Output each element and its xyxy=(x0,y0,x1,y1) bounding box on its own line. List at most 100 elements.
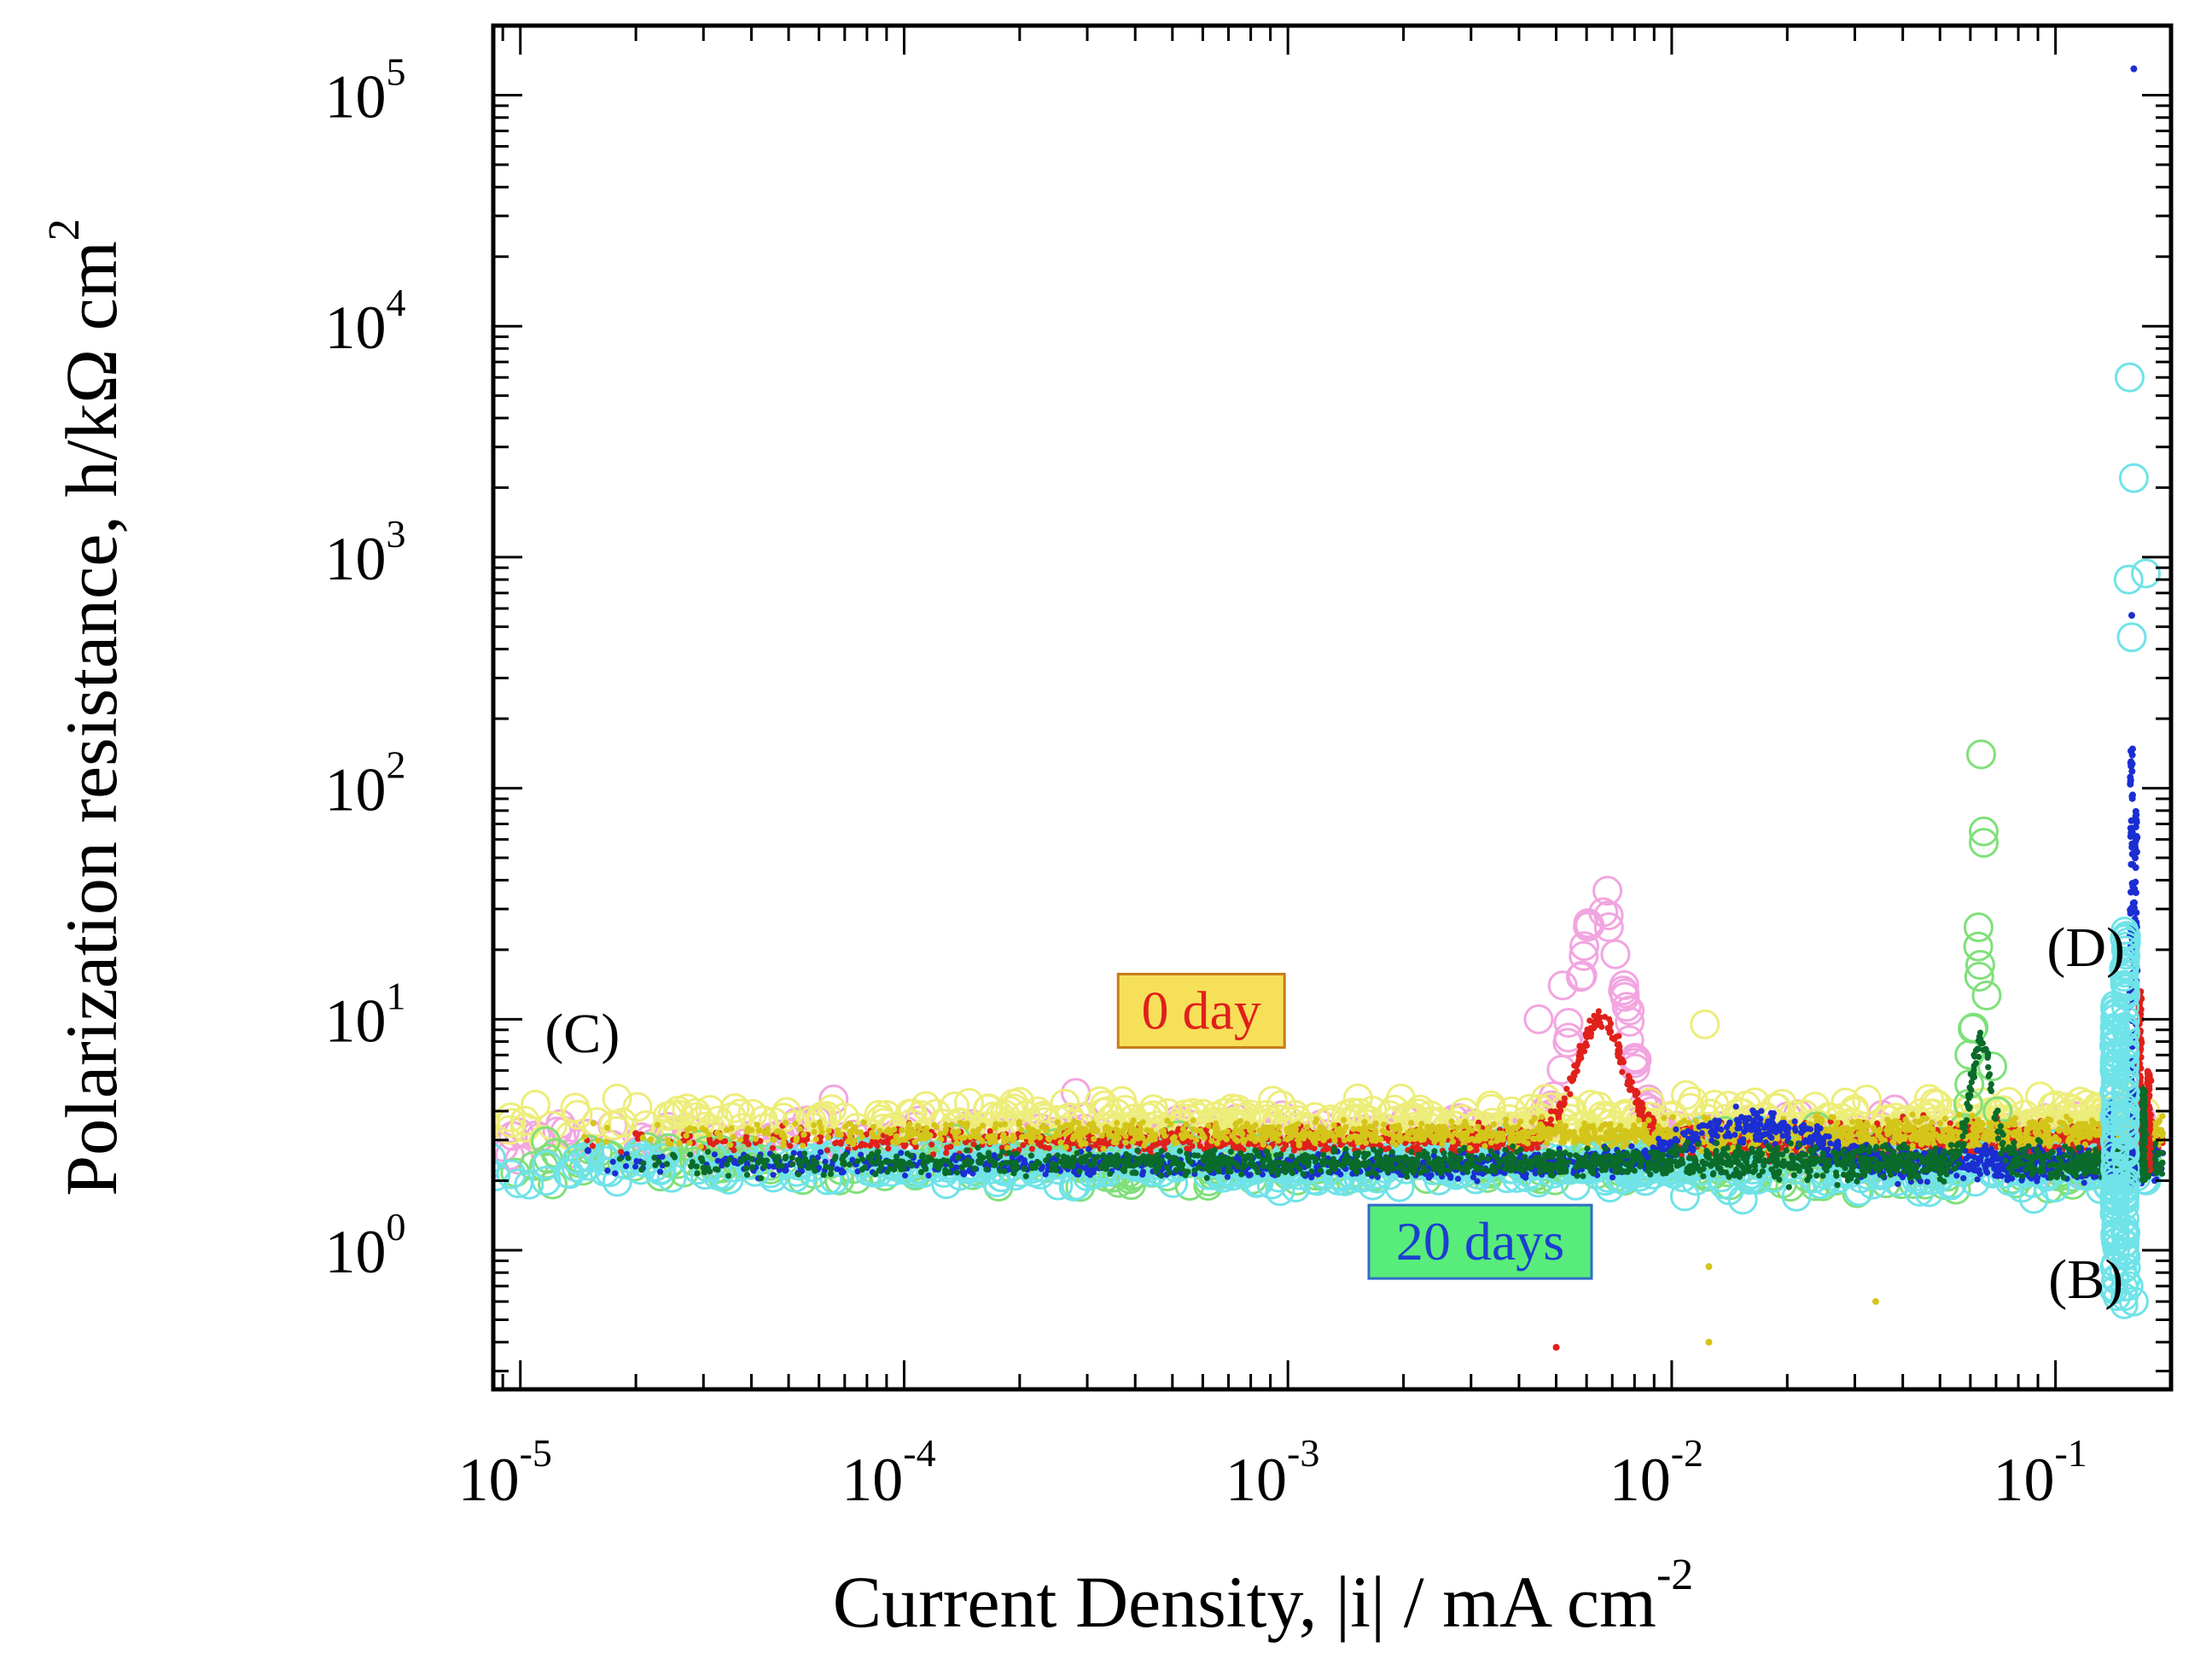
data-point xyxy=(867,1142,874,1149)
data-point xyxy=(1913,1084,1944,1115)
data-point xyxy=(752,1135,759,1143)
data-point xyxy=(998,1088,1029,1119)
data-point xyxy=(1569,940,1599,971)
data-point xyxy=(1120,1126,1127,1133)
data-point xyxy=(800,1143,806,1150)
data-point xyxy=(1954,1039,1985,1070)
data-point xyxy=(1205,1122,1212,1129)
data-point xyxy=(1575,1057,1582,1063)
data-point xyxy=(1196,1143,1203,1150)
data-point xyxy=(743,1138,750,1145)
data-point xyxy=(1342,1124,1349,1131)
data-point xyxy=(974,1093,1004,1124)
data-point xyxy=(1611,992,1642,1022)
data-point xyxy=(1350,1126,1357,1132)
data-point xyxy=(1538,1114,1545,1121)
data-point xyxy=(1919,1087,1950,1118)
data-point xyxy=(774,1128,781,1135)
data-point xyxy=(989,1099,1020,1130)
data-point xyxy=(952,1132,959,1138)
data-point xyxy=(581,1133,588,1140)
data-point xyxy=(1304,1123,1311,1131)
data-point xyxy=(2068,1127,2075,1134)
data-point xyxy=(943,1150,950,1156)
data-point xyxy=(1257,1086,1288,1116)
data-point xyxy=(967,1133,974,1140)
data-point xyxy=(686,1139,693,1146)
data-point xyxy=(1619,1068,1626,1075)
data-point xyxy=(1275,1123,1283,1131)
data-point xyxy=(602,1138,610,1145)
data-point xyxy=(493,1143,506,1173)
data-point xyxy=(1968,828,1999,859)
data-point xyxy=(1528,1118,1535,1126)
data-point xyxy=(1574,1062,1580,1069)
data-point xyxy=(812,1136,819,1143)
data-point xyxy=(1004,1144,1011,1151)
data-point xyxy=(2055,1126,2062,1133)
data-point xyxy=(728,1125,735,1132)
data-point xyxy=(1635,1117,1642,1124)
data-point xyxy=(824,1147,830,1154)
data-point xyxy=(496,1159,527,1190)
data-point xyxy=(829,1102,859,1132)
data-point xyxy=(771,1137,777,1144)
data-point xyxy=(1041,1144,1049,1151)
data-point xyxy=(2131,558,2162,589)
data-point xyxy=(1971,981,2002,1011)
data-point xyxy=(1100,1145,1107,1152)
data-point xyxy=(1781,1181,1812,1212)
data-point xyxy=(948,1121,955,1128)
data-point xyxy=(1600,939,1631,969)
data-point xyxy=(953,1139,960,1146)
data-point xyxy=(622,1091,653,1122)
data-point xyxy=(1678,1120,1685,1126)
data-point xyxy=(562,1144,592,1175)
data-point xyxy=(1569,931,1600,962)
data-point xyxy=(1964,961,1994,992)
data-point xyxy=(1311,1145,1318,1152)
data-point xyxy=(1487,1139,1494,1146)
data-point xyxy=(1569,1078,1575,1085)
data-point xyxy=(1608,1028,1615,1035)
data-point xyxy=(2017,1138,2024,1145)
data-point xyxy=(1963,912,1994,943)
data-point xyxy=(699,1125,706,1132)
data-point xyxy=(944,1144,951,1151)
data-point xyxy=(1609,969,1639,1000)
data-point xyxy=(1114,1120,1121,1126)
data-point xyxy=(1018,1126,1025,1133)
data-point xyxy=(1336,1126,1343,1132)
data-point xyxy=(793,1137,800,1144)
data-point xyxy=(1650,1122,1656,1129)
data-point xyxy=(1466,1144,1473,1151)
data-point xyxy=(496,1108,527,1138)
data-point xyxy=(1959,1012,1989,1043)
data-point xyxy=(2057,1119,2064,1126)
data-point xyxy=(1580,1048,1588,1055)
data-point xyxy=(1607,1020,1615,1027)
data-point xyxy=(1473,1147,1480,1154)
data-point xyxy=(683,1132,690,1139)
data-point xyxy=(1362,1139,1370,1146)
data-point xyxy=(1312,1139,1318,1147)
data-point xyxy=(1091,1136,1097,1143)
data-point xyxy=(1570,1070,1577,1078)
data-point xyxy=(1530,1084,1561,1115)
data-point xyxy=(695,1095,725,1126)
data-point xyxy=(1582,1030,1589,1038)
data-point xyxy=(1521,1138,1528,1145)
data-point xyxy=(1965,739,1996,770)
data-point xyxy=(953,1087,984,1118)
data-point xyxy=(2068,1134,2075,1141)
data-point xyxy=(1645,1111,1652,1118)
data-point xyxy=(748,1126,755,1133)
data-point xyxy=(1947,1120,1953,1126)
data-point xyxy=(514,1169,544,1200)
data-point xyxy=(581,1107,612,1138)
data-point xyxy=(1698,1148,1705,1155)
data-point xyxy=(652,1101,683,1132)
data-point xyxy=(1547,1108,1555,1115)
data-point xyxy=(765,1131,771,1138)
